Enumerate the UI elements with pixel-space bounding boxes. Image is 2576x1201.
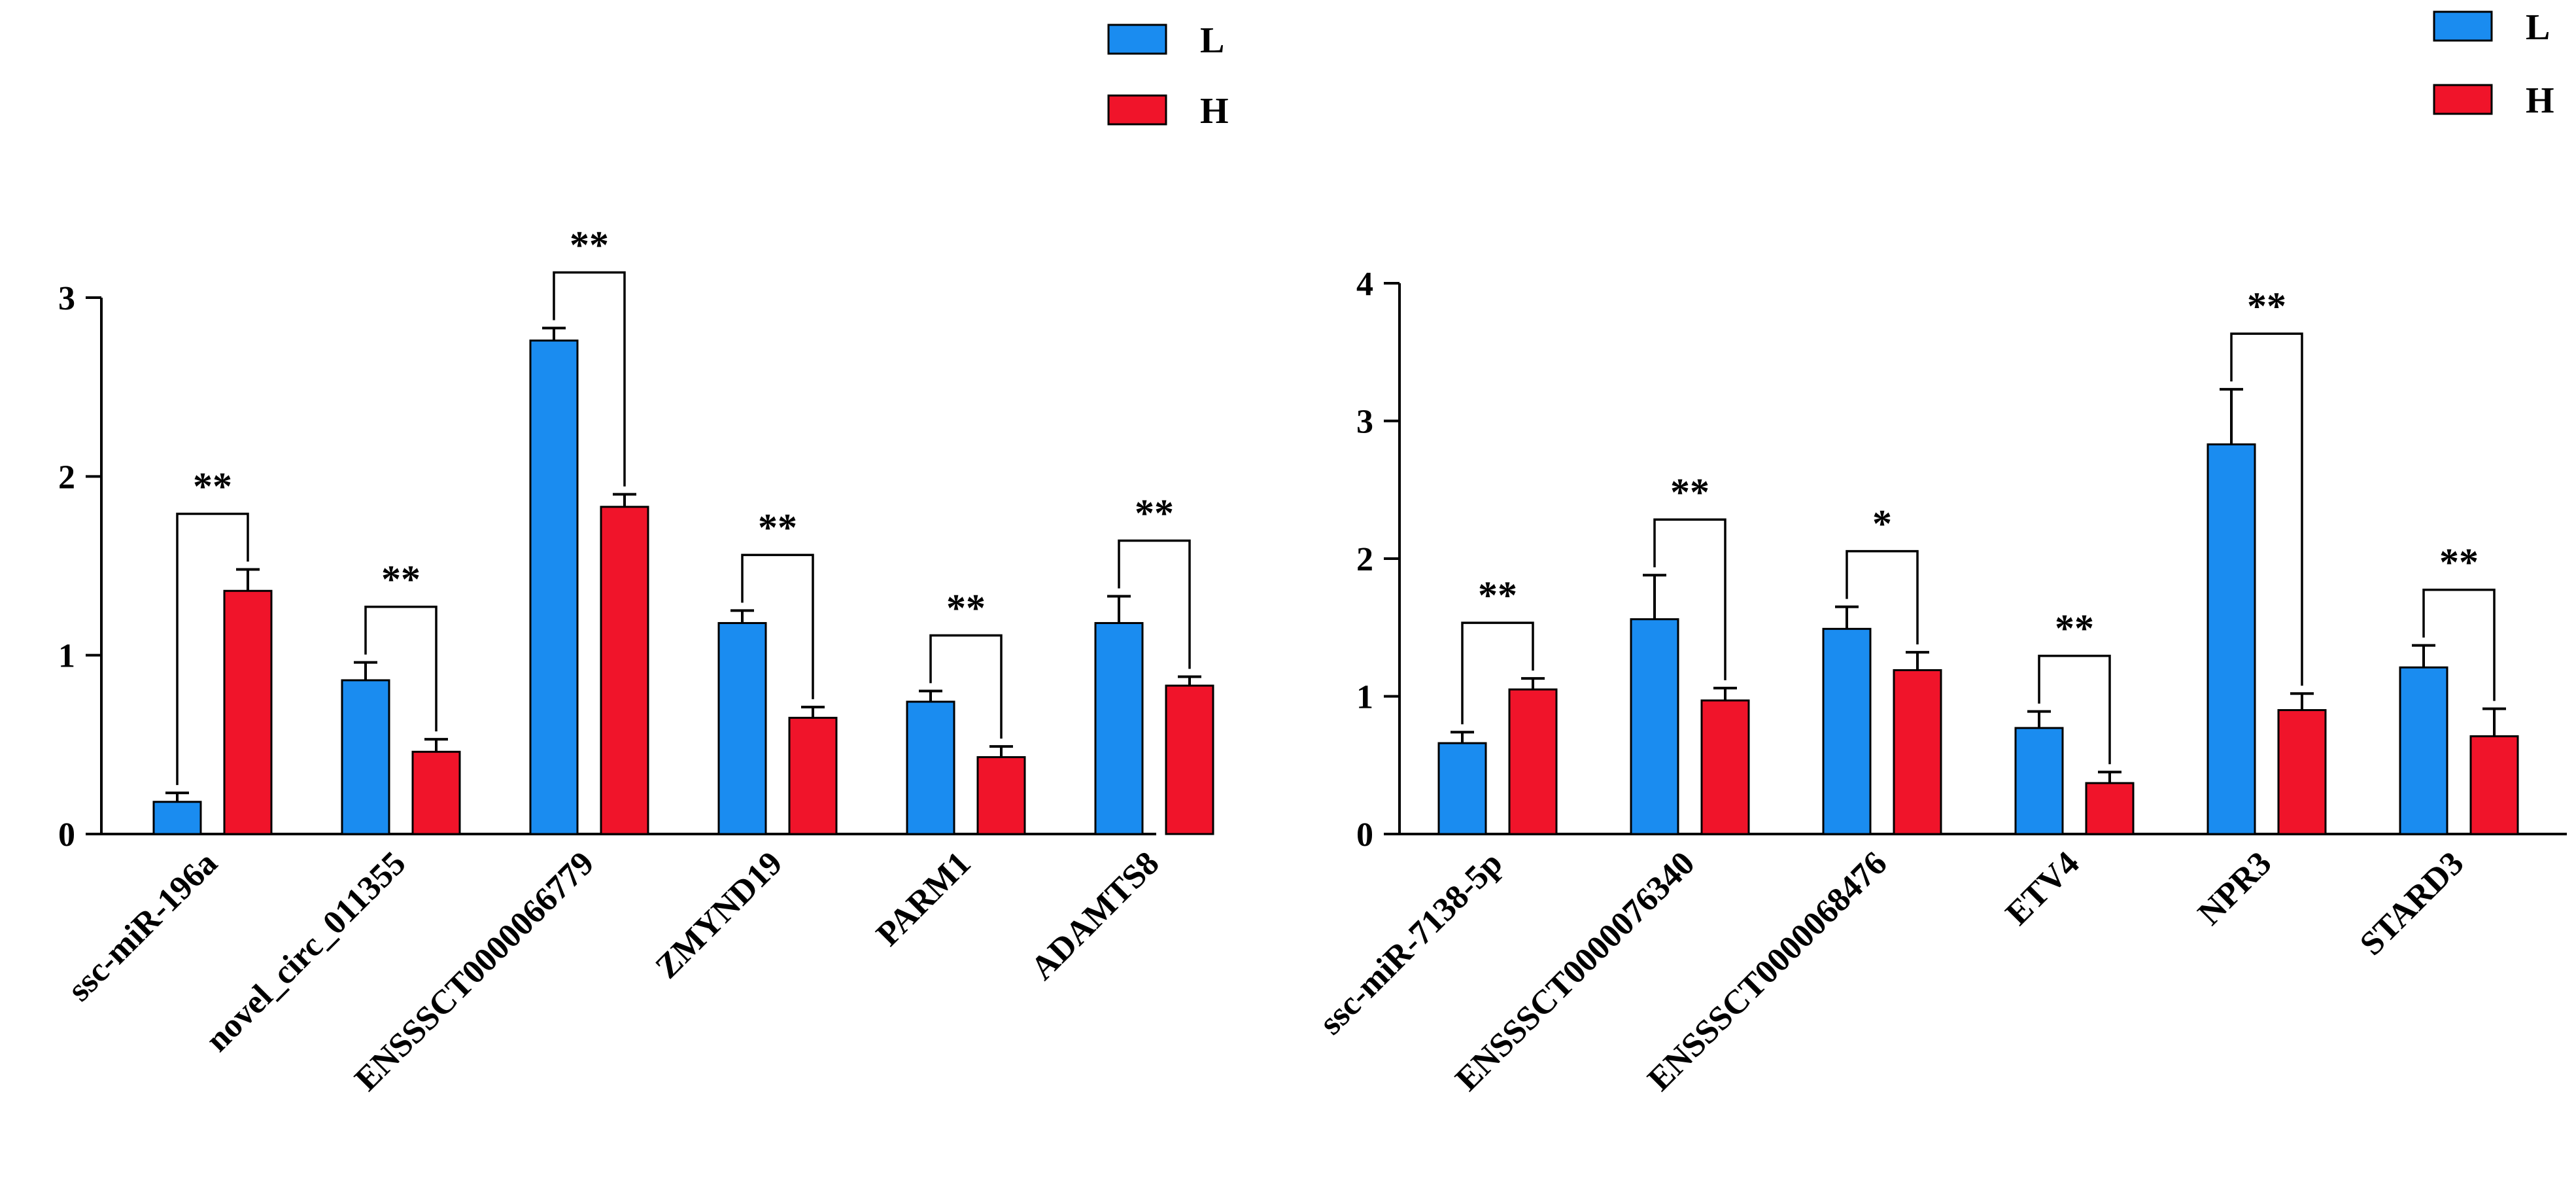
- bar-l: [2207, 443, 2256, 835]
- significance-bracket: [1118, 539, 1191, 669]
- significance-bracket: [364, 605, 438, 732]
- significance-label: **: [1670, 470, 1709, 513]
- bar-l: [906, 701, 955, 835]
- x-tick-label: NPR3: [2191, 844, 2278, 932]
- significance-label: *: [1872, 502, 1892, 546]
- bar-l: [529, 339, 579, 835]
- significance-bracket: [2230, 332, 2303, 686]
- significance-bracket: [1653, 518, 1726, 680]
- x-tick-label: ADAMTS8: [1023, 844, 1166, 987]
- significance-bracket: [2038, 654, 2111, 765]
- chart-2: 01234**ssc-miR-7138-5p**ENSSSCT000007634…: [1313, 7, 2567, 1098]
- significance-bracket: [176, 512, 249, 786]
- bar-l: [341, 679, 390, 835]
- bar-h: [788, 716, 838, 835]
- bar-l: [1630, 618, 1679, 835]
- bar-h: [1893, 669, 1942, 835]
- bar-h: [2085, 782, 2135, 835]
- x-tick-label: STARD3: [2353, 844, 2471, 963]
- significance-label: **: [1135, 491, 1174, 534]
- bar-h: [223, 589, 273, 835]
- chart-1: 0123**ssc-miR-196a**novel_circ_011355**E…: [58, 20, 1229, 1098]
- legend-swatch-l: [1107, 24, 1167, 55]
- significance-bracket: [1461, 621, 1534, 725]
- bar-l: [152, 801, 202, 835]
- legend-swatch-h: [1107, 94, 1167, 126]
- bar-h: [1700, 699, 1750, 835]
- bar-l: [2014, 727, 2064, 835]
- significance-label: **: [758, 506, 797, 549]
- significance-label: **: [381, 558, 421, 601]
- x-tick-label: ssc-miR-7138-5p: [1313, 844, 1510, 1042]
- y-tick-label: 1: [58, 638, 75, 675]
- significance-label: **: [946, 586, 986, 629]
- y-tick-label: 0: [1356, 816, 1373, 854]
- bar-h: [976, 756, 1026, 835]
- bar-h: [2277, 709, 2327, 835]
- bar-h: [600, 506, 649, 835]
- legend-label: H: [1200, 91, 1229, 131]
- x-tick-label: ETV4: [1999, 844, 2086, 932]
- legend-swatch-l: [2433, 10, 2493, 42]
- significance-label: **: [193, 464, 232, 508]
- x-tick-label: PARM1: [869, 844, 978, 953]
- significance-bracket: [741, 553, 814, 699]
- bar-h: [411, 750, 461, 835]
- y-tick-label: 2: [58, 459, 75, 496]
- bar-l: [2399, 666, 2448, 835]
- significance-bracket: [929, 634, 1003, 739]
- significance-label: **: [2439, 541, 2479, 584]
- x-tick-label: ZMYND19: [649, 844, 790, 986]
- legend-label: L: [2526, 7, 2550, 48]
- bar-l: [1437, 742, 1487, 835]
- y-tick-label: 1: [1356, 679, 1373, 716]
- bar-l: [1094, 621, 1144, 835]
- significance-label: **: [2247, 285, 2286, 328]
- bar-h: [2469, 735, 2519, 835]
- bar-l: [1822, 627, 1872, 835]
- bar-h: [1508, 688, 1558, 835]
- y-tick-label: 3: [58, 280, 75, 317]
- significance-bracket: [1846, 549, 1919, 645]
- x-tick-label: novel_circ_011355: [199, 844, 413, 1059]
- significance-label: **: [1478, 574, 1517, 617]
- y-tick-label: 3: [1356, 404, 1373, 441]
- y-tick-label: 0: [58, 816, 75, 854]
- significance-bracket: [2422, 588, 2496, 701]
- x-tick-label: ssc-miR-196a: [61, 844, 225, 1009]
- significance-label: **: [570, 223, 609, 266]
- legend-swatch-h: [2433, 84, 2493, 115]
- legend-label: L: [1200, 20, 1224, 61]
- bar-h: [1165, 684, 1214, 835]
- significance-label: **: [2055, 607, 2094, 650]
- legend-label: H: [2526, 80, 2554, 121]
- y-tick-label: 2: [1356, 541, 1373, 578]
- significance-bracket: [553, 271, 626, 487]
- bar-l: [717, 621, 767, 835]
- y-tick-label: 4: [1356, 266, 1373, 303]
